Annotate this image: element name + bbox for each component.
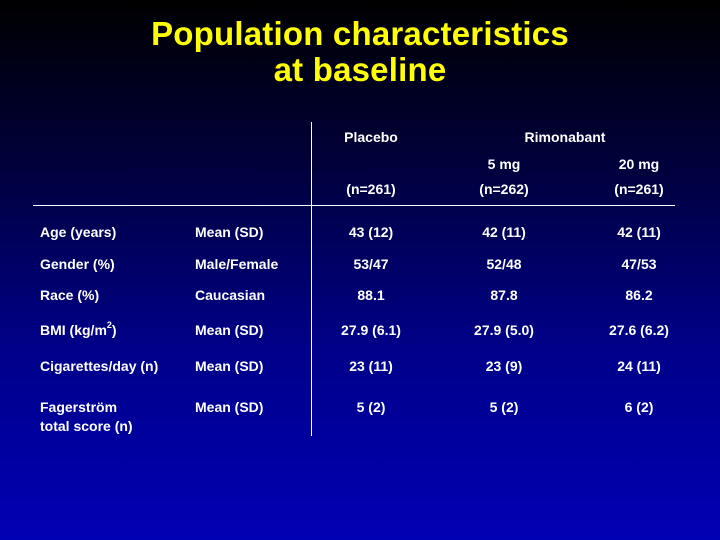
- bmi-label-text: BMI (kg/m: [40, 322, 107, 338]
- cell-cigarettes-20mg: 24 (11): [617, 358, 661, 374]
- cell-race-20mg: 86.2: [625, 287, 653, 303]
- header-rimonabant: Rimonabant: [524, 129, 606, 145]
- header-placebo: Placebo: [344, 129, 398, 145]
- slide-title: Population characteristics at baseline: [0, 16, 720, 88]
- bmi-label-suffix: ): [111, 322, 117, 338]
- row-stat-race: Caucasian: [195, 287, 266, 303]
- bmi-label-superscript: 2: [106, 320, 112, 331]
- title-line-1: Population characteristics: [151, 15, 569, 52]
- row-label-fagerstrom: Fagerström: [40, 399, 118, 415]
- column-divider: [311, 122, 312, 436]
- cell-race-placebo: 88.1: [357, 287, 385, 303]
- cell-gender-5mg: 52/48: [486, 256, 522, 272]
- cell-fagerstrom-5mg: 5 (2): [489, 399, 519, 415]
- header-dose-5mg: 5 mg: [487, 156, 521, 172]
- cell-fagerstrom-placebo: 5 (2): [356, 399, 386, 415]
- header-divider: [33, 205, 675, 206]
- cell-bmi-20mg: 27.6 (6.2): [609, 322, 669, 338]
- header-n-5mg: (n=262): [479, 181, 529, 197]
- cell-fagerstrom-20mg: 6 (2): [624, 399, 654, 415]
- row-label-race: Race (%): [40, 287, 100, 303]
- row-stat-bmi: Mean (SD): [195, 322, 264, 338]
- row-stat-gender: Male/Female: [195, 256, 279, 272]
- header-n-placebo: (n=261): [346, 181, 396, 197]
- row-label-age: Age (years): [40, 224, 117, 240]
- row-label-bmi: BMI (kg/m2): [40, 320, 117, 339]
- row-stat-age: Mean (SD): [195, 224, 264, 240]
- row-label-gender: Gender (%): [40, 256, 115, 272]
- cell-race-5mg: 87.8: [490, 287, 518, 303]
- row-label-cigarettes: Cigarettes/day (n): [40, 358, 159, 374]
- row-label-fagerstrom-line2: total score (n): [40, 418, 133, 434]
- cell-gender-placebo: 53/47: [353, 256, 389, 272]
- cell-age-placebo: 43 (12): [348, 224, 394, 240]
- cell-bmi-5mg: 27.9 (5.0): [474, 322, 534, 338]
- cell-age-5mg: 42 (11): [482, 224, 526, 240]
- cell-cigarettes-5mg: 23 (9): [485, 358, 523, 374]
- cell-bmi-placebo: 27.9 (6.1): [341, 322, 401, 338]
- cell-age-20mg: 42 (11): [617, 224, 661, 240]
- header-n-20mg: (n=261): [614, 181, 664, 197]
- row-stat-cigarettes: Mean (SD): [195, 358, 264, 374]
- row-stat-fagerstrom: Mean (SD): [195, 399, 264, 415]
- header-dose-20mg: 20 mg: [618, 156, 660, 172]
- cell-cigarettes-placebo: 23 (11): [349, 358, 393, 374]
- title-line-2: at baseline: [273, 51, 447, 88]
- cell-gender-20mg: 47/53: [621, 256, 657, 272]
